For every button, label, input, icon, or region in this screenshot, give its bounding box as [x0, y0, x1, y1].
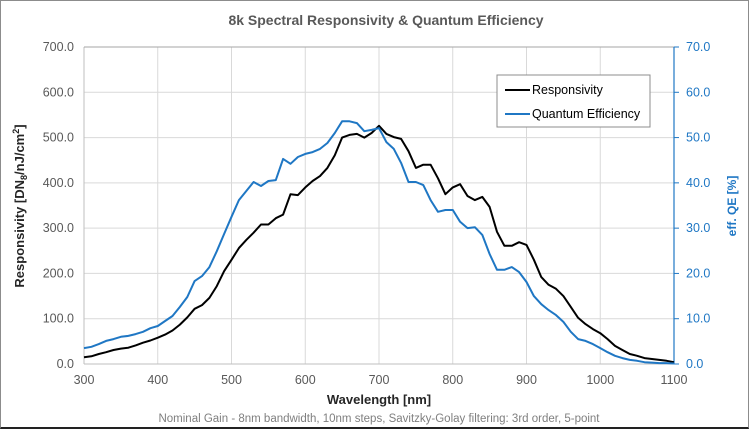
chart-caption: Nominal Gain - 8nm bandwidth, 10nm steps…	[158, 413, 600, 425]
x-tick-label: 1100	[661, 373, 688, 387]
y-axis-label: Responsivity [DN8/nJ/cm2]	[11, 124, 29, 287]
y-tick-label: 100.0	[43, 312, 74, 326]
tick-labels: 0.0 100.0 200.0 300.0 400.0 500.0 600.0 700.0 0.…	[43, 40, 711, 387]
x-tick-label: 1000	[586, 373, 614, 387]
y2-tick-label: 0.0	[686, 357, 703, 371]
x-tick-label: 400	[147, 373, 168, 387]
y-tick-label: 700.0	[43, 40, 74, 54]
y-tick-label: 300.0	[43, 221, 74, 235]
x-tick-label: 500	[221, 373, 242, 387]
legend: Responsivity Quantum Efficiency	[496, 74, 651, 128]
y-tick-label: 0.0	[57, 357, 74, 371]
x-tick-label: 600	[295, 373, 316, 387]
y2-axis-label: eff. QE [%]	[725, 176, 739, 237]
y2-tick-label: 20.0	[686, 266, 710, 280]
x-tick-label: 300	[74, 373, 95, 387]
y2-tick-label: 60.0	[686, 85, 710, 99]
chart-title: 8k Spectral Responsivity & Quantum Effic…	[228, 12, 543, 28]
y-tick-label: 200.0	[43, 266, 74, 280]
y2-tick-label: 50.0	[686, 131, 710, 145]
x-tick-label: 900	[516, 373, 537, 387]
y2-tick-label: 10.0	[686, 312, 710, 326]
y2-tick-label: 30.0	[686, 221, 710, 235]
y2-tick-label: 40.0	[686, 176, 710, 190]
y-tick-label: 400.0	[43, 176, 74, 190]
series-line-quantum-efficiency	[83, 120, 675, 365]
legend-label-quantum-efficiency: Quantum Efficiency	[532, 107, 641, 121]
x-tick-label: 800	[442, 373, 463, 387]
series-line-responsivity	[83, 124, 675, 364]
x-axis-label: Wavelength [nm]	[327, 392, 431, 407]
axes	[83, 46, 679, 365]
y-tick-label: 500.0	[43, 131, 74, 145]
series-lines	[83, 120, 675, 365]
y2-tick-label: 70.0	[686, 40, 710, 54]
y-tick-label: 600.0	[43, 85, 74, 99]
x-tick-label: 700	[369, 373, 390, 387]
legend-label-responsivity: Responsivity	[532, 83, 604, 97]
legend-box	[496, 74, 651, 128]
